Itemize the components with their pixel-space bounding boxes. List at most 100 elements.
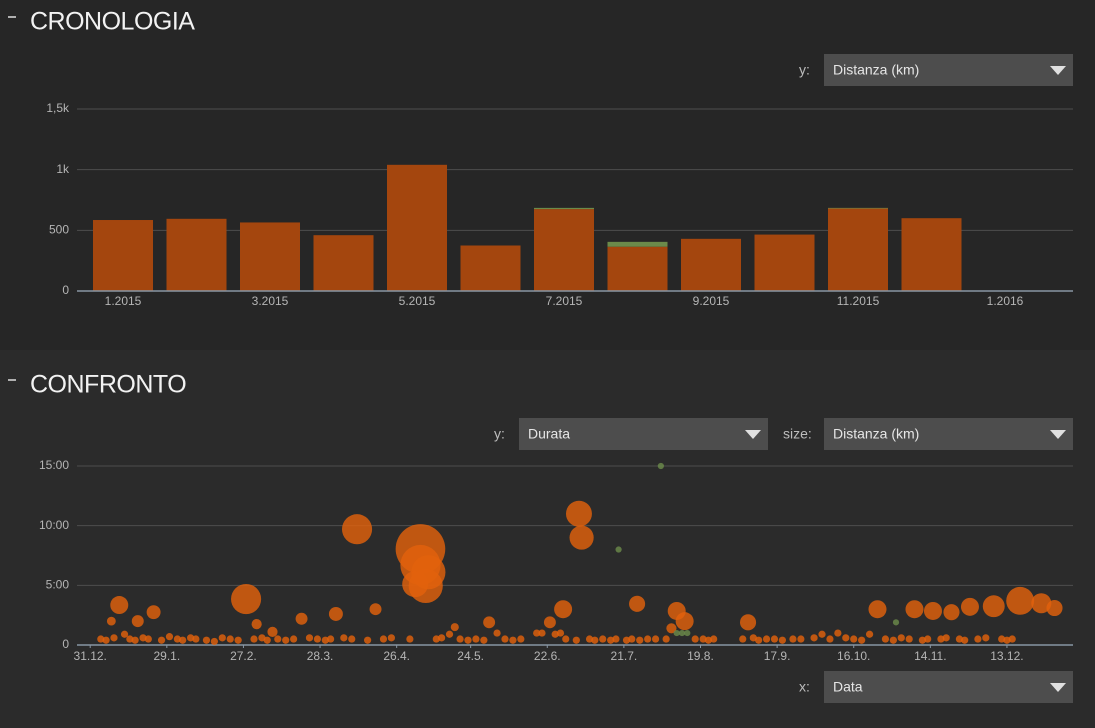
dropdown-box[interactable] [824, 671, 1073, 703]
dropdown-box[interactable] [824, 418, 1073, 450]
x-tick-label: 7.2015 [546, 294, 583, 308]
bubble [562, 635, 570, 643]
x-tick-label: 21.7. [611, 649, 638, 663]
bubble [770, 635, 779, 643]
bubble [251, 619, 262, 630]
bar-segment [754, 234, 815, 291]
bubble [1008, 635, 1016, 643]
bubble [210, 637, 218, 646]
bubble [942, 634, 950, 642]
bubble [327, 635, 335, 643]
dropdown-label: y: [494, 426, 505, 442]
bubble [364, 636, 372, 644]
bar-segment [313, 235, 374, 291]
bubble [313, 635, 322, 643]
bubble [739, 635, 747, 643]
bubble [826, 635, 834, 643]
bubble [662, 635, 670, 643]
bubble [554, 600, 573, 619]
x-tick-label: 22.6. [534, 649, 561, 663]
dropdown-arrow[interactable] [1050, 430, 1066, 439]
y-tick-label: 0 [62, 283, 69, 297]
x-tick-label: 24.5. [457, 649, 484, 663]
bubble [691, 635, 699, 643]
dropdown-label: size: [783, 426, 812, 442]
dropdown-value[interactable]: Durata [528, 426, 570, 442]
bubble [834, 629, 842, 637]
bubble [120, 630, 129, 638]
bubble [263, 636, 271, 644]
bubble [144, 635, 152, 643]
bubble [157, 636, 166, 644]
bar-segment [901, 218, 962, 291]
bubble [106, 616, 116, 626]
x-tick-label: 29.1. [153, 649, 180, 663]
dropdown-value[interactable]: Distanza (km) [833, 62, 919, 78]
bubble [924, 635, 932, 643]
bubble [533, 629, 541, 637]
y-tick-label: 1,5k [46, 101, 70, 115]
dropdown[interactable]: Distanza (km) [824, 418, 1073, 450]
bubble [684, 629, 691, 637]
bubble [387, 634, 395, 642]
bubble [636, 636, 644, 644]
x-tick-label: 3.2015 [252, 294, 289, 308]
bar-segment [681, 238, 741, 291]
bubble [789, 635, 797, 643]
y-tick-label: 1k [56, 162, 70, 176]
bubble [493, 629, 501, 637]
x-tick-label: 1.2015 [105, 294, 142, 308]
dropdown-box[interactable] [824, 54, 1073, 86]
bubble [572, 636, 580, 644]
bubble [282, 636, 290, 644]
bubble [406, 635, 414, 643]
bar-segment [607, 246, 668, 291]
bubble [165, 633, 174, 641]
bubble [1046, 599, 1063, 617]
bubble [923, 601, 942, 620]
bubble [591, 636, 599, 644]
bubble [226, 635, 234, 643]
bubble [341, 514, 373, 545]
dropdown-arrow[interactable] [745, 430, 761, 439]
dropdown-label: y: [799, 62, 810, 78]
dropdown-box[interactable] [519, 418, 768, 450]
dropdown-arrow[interactable] [1050, 683, 1066, 692]
dropdown-value[interactable]: Data [833, 679, 863, 695]
x-tick-label: 27.2. [230, 649, 257, 663]
bubble [538, 629, 546, 637]
bubble [612, 635, 620, 643]
bubble [657, 462, 664, 470]
x-tick-label: 26.4. [383, 649, 410, 663]
bubble [858, 636, 866, 644]
dropdown[interactable]: Distanza (km) [824, 54, 1073, 86]
bubble [267, 626, 278, 637]
bubble [892, 619, 900, 626]
dropdown[interactable]: Durata [519, 418, 768, 450]
bubble [651, 635, 660, 643]
bubble [629, 595, 646, 612]
bubble [179, 636, 187, 644]
section-title: CRONOLOGIA [30, 8, 195, 36]
bubble [810, 634, 818, 642]
bubble [231, 583, 262, 615]
bubble [483, 616, 496, 629]
bubble [340, 634, 348, 642]
bubble [517, 635, 525, 643]
bubble [369, 603, 382, 616]
bubble [464, 636, 472, 644]
bubble [250, 635, 258, 643]
dropdown-arrow[interactable] [1050, 66, 1066, 75]
bubble [675, 612, 694, 631]
bubble [131, 615, 144, 628]
bubble [678, 629, 686, 637]
bubble [305, 634, 314, 642]
dropdown-value[interactable]: Distanza (km) [833, 426, 919, 442]
bubble [543, 616, 556, 629]
bubble [974, 635, 982, 643]
bubble [881, 635, 890, 643]
bubble [556, 629, 565, 637]
dropdown[interactable]: Data [824, 671, 1073, 703]
bar-segment [166, 218, 227, 291]
bar-segment [534, 207, 594, 210]
